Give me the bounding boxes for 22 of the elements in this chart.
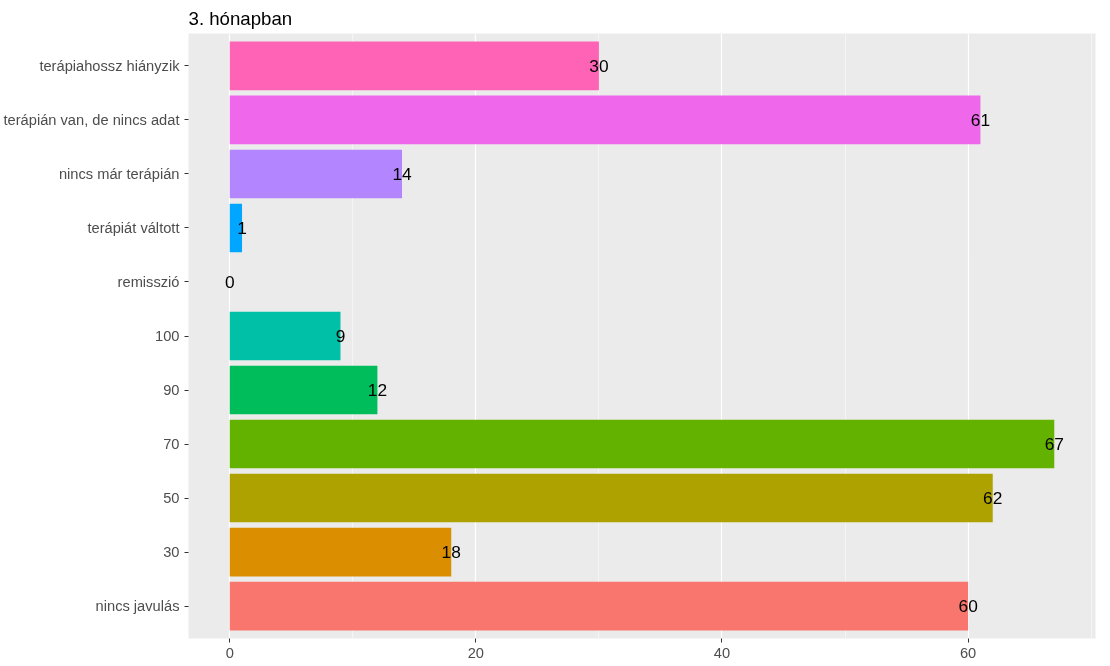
x-tick-label: 0 — [225, 644, 234, 661]
y-tick-label: nincs javulás — [95, 598, 180, 615]
data-label: 0 — [224, 271, 235, 292]
y-tick-label: 50 — [163, 490, 180, 507]
y-tick-label: terápián van, de nincs adat — [3, 111, 180, 128]
y-tick-label: terápiát váltott — [87, 219, 180, 236]
y-tick-label: 90 — [163, 382, 180, 399]
y-tick-label: 30 — [163, 544, 180, 561]
y-tick-label: 70 — [163, 436, 180, 453]
y-tick-label: terápiahossz hiányzik — [39, 57, 181, 74]
x-tick-label: 60 — [959, 644, 977, 661]
chart-title: 3. hónapban — [188, 7, 293, 29]
data-label: 60 — [958, 596, 978, 617]
y-tick-label: nincs már terápián — [58, 165, 180, 182]
data-label: 14 — [392, 163, 413, 184]
y-tick-label: 100 — [155, 328, 180, 344]
x-tick-label: 20 — [467, 644, 485, 661]
data-label: 1 — [237, 217, 247, 238]
data-label: 30 — [589, 55, 609, 76]
y-tick-label: remisszió — [117, 273, 180, 290]
data-label: 61 — [970, 109, 991, 130]
x-tick-label: 40 — [713, 644, 731, 661]
